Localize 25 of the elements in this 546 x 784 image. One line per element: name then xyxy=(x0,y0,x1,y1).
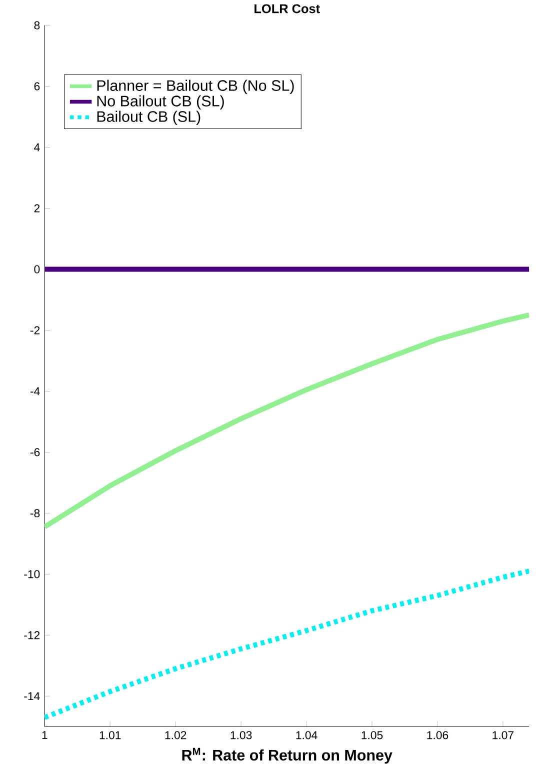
y-tick-label: -10 xyxy=(24,570,40,578)
y-tick-label: -14 xyxy=(24,692,40,700)
y-tick-label: 6 xyxy=(34,82,40,90)
y-tick-label: -2 xyxy=(30,326,40,334)
y-tick-label: 8 xyxy=(34,21,40,30)
x-tick-label: 1 xyxy=(42,731,48,739)
x-tick-label: 1.06 xyxy=(427,731,448,740)
x-tick-label: 1.01 xyxy=(100,731,121,740)
legend-label: Bailout CB (SL) xyxy=(98,110,200,125)
y-tick-label: 2 xyxy=(34,204,40,212)
x-tick-label: 1.03 xyxy=(230,731,252,740)
y-tick-label: -12 xyxy=(24,631,40,640)
legend-label: No Bailout CB (SL) xyxy=(98,95,224,110)
y-tick-label: 4 xyxy=(34,143,40,152)
x-tick-label: 1.04 xyxy=(296,731,318,740)
y-tick-label: -8 xyxy=(30,509,40,518)
legend-label: Planner = Bailout CB (No SL) xyxy=(98,80,294,94)
chart-title: LOLR Cost xyxy=(254,4,320,14)
x-tick-label: 1.07 xyxy=(492,731,514,740)
y-tick-label: -6 xyxy=(30,448,40,456)
x-tick-label: 1.05 xyxy=(362,731,383,740)
x-axis-title: R$^{M}$: Rate of Return on Money xyxy=(182,748,393,764)
y-tick-label: 0 xyxy=(34,265,40,274)
y-tick-label: -4 xyxy=(30,387,40,396)
x-tick-label: 1.02 xyxy=(165,731,186,740)
